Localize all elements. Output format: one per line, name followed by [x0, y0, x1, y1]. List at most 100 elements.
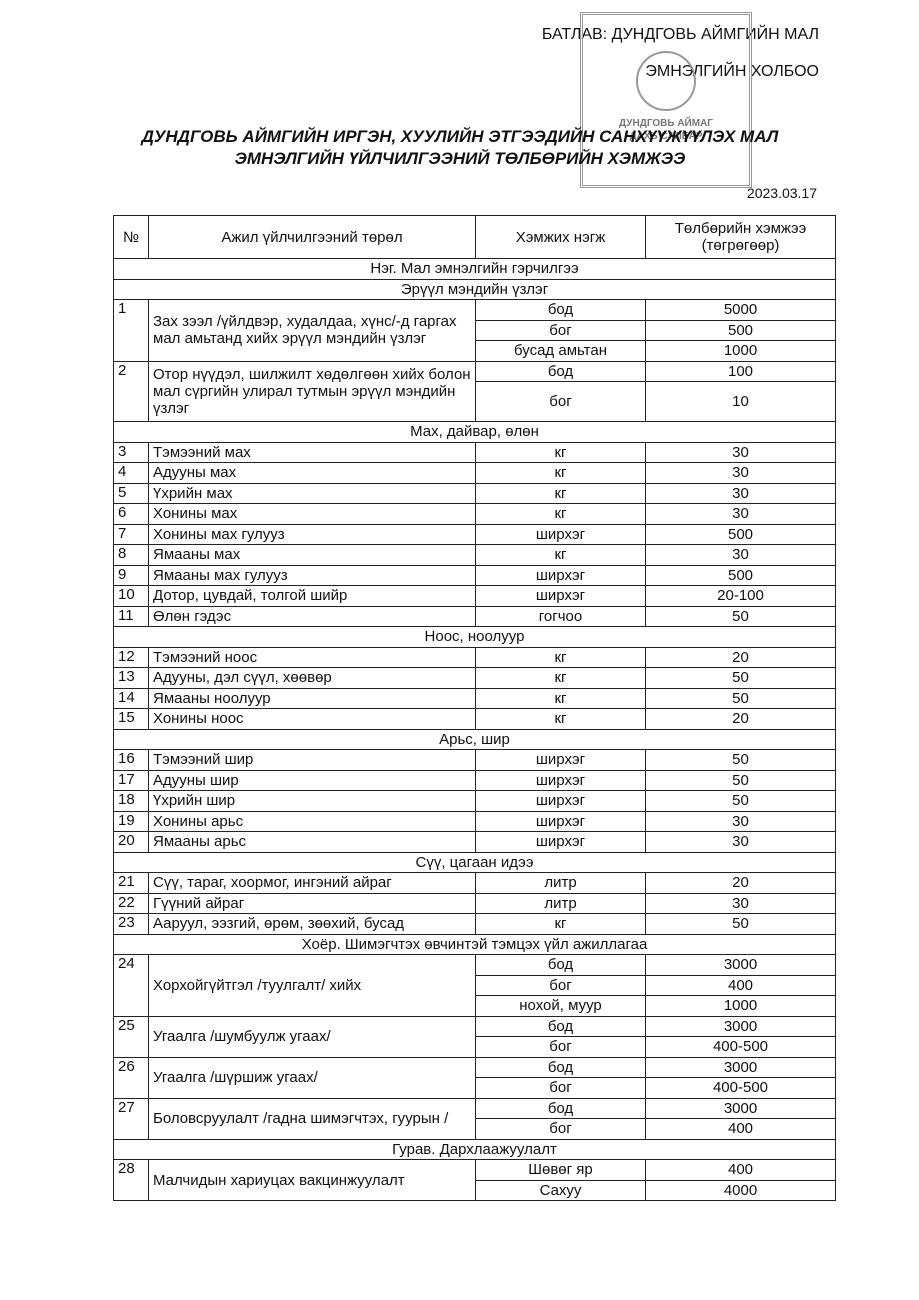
price: 30 — [645, 441, 836, 463]
item-row: бог 400 — [114, 1118, 836, 1140]
item-row: 25 Угаалга /шумбуулж угаах/бод 3000 — [113, 1015, 836, 1058]
price: 30 — [645, 810, 836, 832]
price: 10 — [645, 381, 836, 422]
item-number: 2 — [113, 360, 149, 422]
price: 50 — [645, 605, 836, 627]
unit: бод — [475, 954, 646, 976]
title-line: ДУНДГОВЬ АЙМГИЙН ИРГЭН, ХУУЛИЙН ЭТГЭЭДИЙ… — [141, 127, 779, 146]
price: 20-100 — [645, 585, 836, 607]
item-row: бог 400-500 — [114, 1036, 836, 1058]
item-name: Хонины мах — [148, 503, 476, 525]
stamp-text: ДАХЬ САЛБАР — [629, 131, 703, 142]
unit: ширхэг — [475, 790, 646, 812]
price: 30 — [645, 892, 836, 914]
item-number: 15 — [113, 708, 149, 730]
fee-table: № Ажил үйлчилгээний төрөл Хэмжих нэгж Тө… — [113, 215, 836, 1201]
item-row: 19 Хонины арьс ширхэг 30 — [113, 810, 836, 832]
item-number: 22 — [113, 892, 149, 914]
item-name: Хорхойгүйтгэл /туулгалт/ хийх — [148, 954, 476, 1017]
item-number: 20 — [113, 831, 149, 853]
item-name: Гүүний айраг — [148, 892, 476, 914]
price: 20 — [645, 872, 836, 894]
item-number: 24 — [113, 954, 149, 1017]
price: 3000 — [645, 954, 836, 976]
item-row: 23 Ааруул, ээзгий, өрөм, зөөхий, бусад кг 5… — [113, 913, 836, 935]
section-cell: Ноос, ноолуур — [113, 626, 836, 648]
item-number: 17 — [113, 769, 149, 791]
price: 30 — [645, 544, 836, 566]
item-name: Адууны, дэл сүүл, хөөвөр — [148, 667, 476, 689]
item-row: 24 Хорхойгүйтгэл /туулгалт/ хийх бод 3000 — [113, 954, 836, 1017]
price: 30 — [645, 462, 836, 484]
unit: бод — [475, 360, 646, 382]
header-row: № Ажил үйлчилгээний төрөл Хэмжих нэгж Тө… — [113, 215, 836, 259]
price: 400 — [645, 1118, 836, 1140]
section-cell: Хоёр. Шимэгчтэх өвчинтэй тэмцэх үйл ажил… — [113, 933, 836, 955]
price: 3000 — [645, 1097, 836, 1119]
price: 500 — [645, 523, 836, 545]
item-row: 8 Ямааны мах кг 30 — [113, 544, 836, 566]
unit: ширхэг — [475, 810, 646, 832]
unit: бусад амьтан — [475, 340, 646, 362]
item-number: 9 — [113, 564, 149, 586]
unit: кг — [475, 667, 646, 689]
unit: Шөвөг яр — [475, 1159, 646, 1181]
header-cell: Хэмжих нэгж — [475, 215, 646, 259]
price: 3000 — [645, 1056, 836, 1078]
item-row: бог 10 — [114, 381, 836, 422]
item-name: Хонины арьс — [148, 810, 476, 832]
price: 400-500 — [645, 1036, 836, 1058]
item-name: Тэмээний ноос — [148, 646, 476, 668]
item-number: 6 — [113, 503, 149, 525]
header-cell: Ажил үйлчилгээний төрөл — [148, 215, 476, 259]
unit: гогчоо — [475, 605, 646, 627]
item-row: 21 Сүү, тараг, хоормог, ингэний айраг литр… — [113, 872, 836, 894]
item-number: 27 — [113, 1097, 149, 1140]
price: 3000 — [645, 1015, 836, 1037]
unit: литр — [475, 872, 646, 894]
item-name: Адууны шир — [148, 769, 476, 791]
unit: бог — [475, 1118, 646, 1140]
item-number: 5 — [113, 482, 149, 504]
unit: бог — [475, 1077, 646, 1099]
item-row: 9 Ямааны мах гулууз ширхэг 500 — [113, 564, 836, 586]
section-row: Хоёр. Шимэгчтэх өвчинтэй тэмцэх үйл ажил… — [113, 933, 836, 955]
section-row: Сүү, цагаан идээ — [113, 851, 836, 873]
item-row: Сахуу 4000 — [114, 1179, 836, 1201]
item-row: бог 400 — [114, 974, 836, 996]
unit: ширхэг — [475, 749, 646, 771]
item-number: 19 — [113, 810, 149, 832]
item-number: 4 — [113, 462, 149, 484]
item-row: 22 Гүүний айраг литр 30 — [113, 892, 836, 914]
price: 30 — [645, 482, 836, 504]
unit: кг — [475, 913, 646, 935]
item-row: бог 400-500 — [114, 1077, 836, 1099]
title: ДУНДГОВЬ АЙМГИЙН ИРГЭН, ХУУЛИЙН ЭТГЭЭДИЙ… — [100, 126, 820, 170]
item-name: Хонины ноос — [148, 708, 476, 730]
item-name: Ямааны мах — [148, 544, 476, 566]
section-cell: Сүү, цагаан идээ — [113, 851, 836, 873]
item-row: 12 Тэмээний ноос кг 20 — [113, 646, 836, 668]
unit: бог — [475, 974, 646, 996]
item-row: 6 Хонины мах кг 30 — [113, 503, 836, 525]
item-number: 16 — [113, 749, 149, 771]
item-row: 3 Тэмээний мах кг 30 — [113, 441, 836, 463]
stamp-text: ДУНДГОВЬ АЙМАГ — [619, 118, 713, 129]
unit: бог — [475, 381, 646, 422]
stamp: ДУНДГОВЬ АЙМАГ ДАХЬ САЛБАР — [580, 12, 752, 188]
item-number: 14 — [113, 687, 149, 709]
item-name: Зах зээл /үйлдвэр, худалдаа, хүнс/-д гар… — [148, 299, 476, 362]
item-number: 28 — [113, 1159, 149, 1201]
item-row: 5 Үхрийн мах кг 30 — [113, 482, 836, 504]
unit: ширхэг — [475, 523, 646, 545]
price: 400 — [645, 974, 836, 996]
item-number: 21 — [113, 872, 149, 894]
unit: бод — [475, 299, 646, 321]
item-name: Үхрийн шир — [148, 790, 476, 812]
unit: нохой, муур — [475, 995, 646, 1017]
item-row: 16 Тэмээний шир ширхэг 50 — [113, 749, 836, 771]
item-name: Тэмээний шир — [148, 749, 476, 771]
item-row: 18 Үхрийн шир ширхэг 50 — [113, 790, 836, 812]
item-name: Сүү, тараг, хоормог, ингэний айраг — [148, 872, 476, 894]
